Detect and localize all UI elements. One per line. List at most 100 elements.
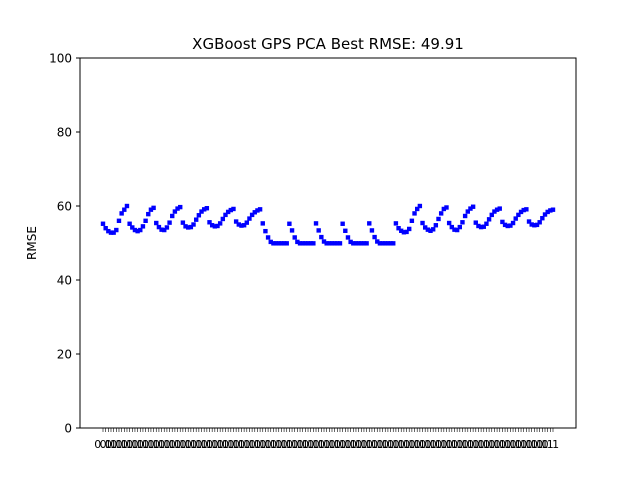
data-point [116,218,122,223]
data-point [188,224,194,230]
data-point [140,224,146,229]
data-point [180,220,186,225]
data-point [207,220,212,225]
data-point [201,207,207,212]
data-point [292,235,297,240]
data-point [529,222,534,227]
x-axis-tick-labels: 0.10.10.10.10.10.10.10.10.10.10.10.10.10… [94,438,559,451]
data-point [268,239,273,245]
data-point [518,209,524,215]
x-tick-label: 0.1 [227,438,245,451]
data-point [484,221,489,226]
data-point [324,241,329,246]
x-tick-label: 0.1 [302,438,320,451]
data-point [369,228,375,233]
data-point [313,221,319,226]
data-point [135,228,140,234]
data-point [143,218,148,223]
x-tick-label: 0.1 [371,438,389,451]
data-point [415,206,420,212]
x-tick-label: 0.1 [446,438,464,451]
x-tick-label: 0.1 [419,438,437,451]
x-tick-label: 0.1 [467,438,485,451]
y-axis-ticks: 0 20 40 60 80 100 [49,52,80,436]
x-tick-label: 0.1 [270,438,288,451]
data-point [217,221,223,226]
data-point [233,219,239,224]
data-point [249,212,255,218]
data-point [172,209,178,214]
x-tick-label: 0.1 [281,438,299,451]
data-point [385,241,391,246]
data-point [508,223,513,228]
data-point [476,223,481,229]
x-tick-label: 0.1 [542,438,560,451]
x-tick-label: 0.1 [329,438,347,451]
data-point [228,207,234,213]
data-point [462,213,468,219]
x-tick-label: 0.1 [116,438,134,451]
data-point [534,222,540,228]
data-point [457,224,463,230]
data-point [422,225,428,230]
x-tick-label: 0.1 [307,438,325,451]
data-point [356,241,361,246]
x-tick-label: 0.1 [478,438,496,451]
data-point [252,210,257,215]
data-point [473,220,478,225]
data-point [103,226,108,231]
x-tick-label: 0.1 [382,438,400,451]
data-point [540,216,545,221]
data-point [130,225,135,230]
x-tick-label: 0.1 [179,438,197,451]
data-point [186,225,191,230]
data-point [305,241,311,246]
y-tick-label: 20 [57,348,72,362]
data-point [196,213,202,218]
x-tick-label: 0.1 [174,438,192,451]
y-tick-label: 40 [57,274,72,288]
data-point [257,207,263,212]
data-point [276,241,281,246]
data-point [337,241,343,246]
x-tick-label: 0.1 [366,438,384,451]
x-tick-label: 0.1 [440,438,458,451]
data-point [526,219,532,224]
x-tick-label: 0.1 [297,438,315,451]
x-tick-label: 0.1 [254,438,272,451]
data-point [255,208,260,213]
data-point [468,206,473,211]
data-point [521,207,526,213]
data-point [361,241,367,246]
data-point [159,227,164,232]
x-tick-label: 0.1 [100,438,118,451]
data-point [548,208,553,213]
data-point [108,230,114,235]
x-tick-label: 0.1 [132,438,150,451]
x-tick-label: 0.1 [456,438,474,451]
x-tick-label: 0.1 [526,438,544,451]
data-point [388,241,393,246]
data-point [122,207,127,212]
data-point [209,223,215,228]
data-point [420,220,425,226]
data-point [132,227,138,233]
data-point [377,241,383,246]
data-point [345,235,351,240]
data-point [162,227,167,233]
data-point [212,224,218,229]
x-tick-label: 0.1 [238,438,256,451]
data-point [441,206,447,212]
data-point [452,227,457,232]
x-tick-label: 0.1 [126,438,144,451]
x-tick-label: 0.1 [163,438,181,451]
data-point [300,241,305,246]
data-point [401,230,407,235]
data-point [303,241,308,246]
x-tick-label: 0.1 [259,438,277,451]
data-point [124,203,130,209]
x-tick-label: 0.1 [142,438,160,451]
x-tick-label: 0.1 [355,438,373,451]
data-point [204,206,210,211]
data-point [281,241,287,246]
